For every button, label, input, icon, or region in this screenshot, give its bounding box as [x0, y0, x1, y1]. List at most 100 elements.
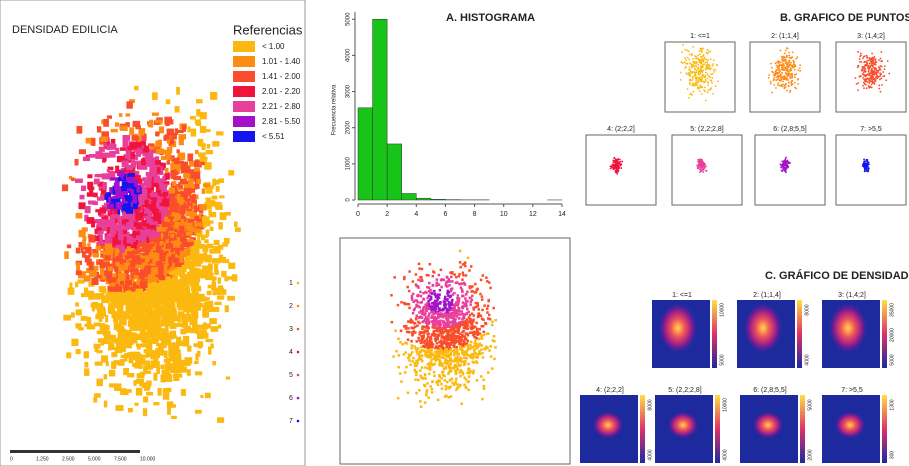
center-map-point — [433, 331, 436, 334]
map-block — [186, 232, 193, 236]
map-block — [187, 369, 191, 376]
panel-point — [712, 65, 714, 67]
center-map-point — [446, 381, 449, 384]
center-map-point — [480, 325, 483, 328]
center-map-point — [481, 295, 484, 298]
map-block — [163, 394, 170, 400]
center-map-point — [427, 346, 430, 349]
center-map-point — [444, 395, 447, 398]
center-map-point — [480, 315, 483, 318]
panel-point — [873, 73, 875, 75]
map-block — [147, 256, 150, 262]
map-block — [137, 344, 141, 350]
panel-point — [692, 83, 694, 85]
panel-point — [705, 79, 707, 81]
map-block — [145, 153, 151, 160]
map-block — [93, 253, 99, 257]
map-block — [116, 405, 124, 411]
map-block — [133, 196, 137, 202]
map-block — [153, 328, 157, 334]
center-map-point — [439, 302, 442, 305]
map-block — [89, 188, 93, 193]
center-map-point — [491, 367, 494, 370]
panel-point — [788, 55, 790, 57]
center-map-point — [459, 250, 462, 253]
map-block — [115, 166, 119, 174]
panel-point — [613, 157, 615, 159]
map-block — [99, 219, 105, 224]
center-map-point — [456, 299, 459, 302]
legend-label: < 1.00 — [262, 42, 285, 51]
map-block — [155, 156, 159, 160]
map-block — [103, 225, 107, 231]
map-block — [200, 395, 203, 398]
map-block — [114, 214, 121, 218]
map-block — [207, 144, 210, 149]
center-map-point — [456, 356, 459, 359]
panel-point — [876, 76, 878, 78]
center-map-point — [453, 273, 456, 276]
map-block — [121, 297, 125, 305]
map-block — [109, 151, 115, 158]
center-map-point — [472, 318, 475, 321]
map-block — [110, 217, 113, 222]
panel-point — [702, 64, 704, 66]
map-block — [107, 204, 114, 209]
center-map-point — [429, 341, 432, 344]
panel-point — [878, 76, 880, 78]
center-map-point — [452, 293, 455, 296]
map-block — [143, 408, 147, 416]
center-map-point — [475, 360, 478, 363]
map-block — [222, 242, 228, 246]
panel-point — [782, 78, 784, 80]
panel-point — [691, 85, 693, 87]
center-map-point — [436, 278, 439, 281]
map-block — [102, 153, 110, 158]
center-map-point — [392, 355, 395, 358]
map-block — [187, 239, 194, 242]
panel-point — [775, 76, 777, 78]
center-map-point — [431, 381, 434, 384]
map-block — [166, 388, 171, 392]
map-block — [195, 304, 201, 311]
center-map-point — [462, 305, 465, 308]
map-block — [156, 201, 160, 207]
center-map-point — [460, 403, 463, 406]
center-map-point — [489, 345, 492, 348]
panel-point — [705, 75, 707, 77]
map-block — [155, 308, 160, 315]
map-block — [198, 152, 206, 156]
center-map-point — [465, 352, 468, 355]
center-map-point — [437, 302, 440, 305]
map-block — [127, 255, 133, 258]
panel-point — [781, 72, 783, 74]
y-tick-label: 2000 — [346, 120, 352, 134]
center-map-point — [431, 314, 434, 317]
panel-point — [884, 65, 886, 67]
map-block — [113, 298, 119, 305]
center-map-point — [432, 270, 435, 273]
panel-point — [777, 84, 779, 86]
panel-point — [617, 166, 619, 168]
center-map-point — [412, 312, 415, 315]
legend-title: Referencias — [233, 22, 303, 37]
center-map-point — [488, 314, 491, 317]
panel-point — [707, 84, 709, 86]
center-map-point — [470, 341, 473, 344]
map-block — [95, 151, 102, 159]
center-map-point — [450, 276, 453, 279]
panel-point — [770, 81, 772, 83]
map-block — [118, 235, 124, 240]
map-block — [89, 262, 94, 270]
map-block — [166, 99, 171, 104]
center-map-point — [437, 399, 440, 402]
map-block — [187, 153, 193, 161]
map-block — [217, 417, 224, 422]
map-block — [139, 235, 147, 241]
center-map-point — [440, 269, 443, 272]
y-tick-label: 1000 — [346, 157, 352, 171]
map-block — [105, 236, 112, 244]
panel-point — [869, 86, 871, 88]
panel-point — [700, 81, 702, 83]
center-map-point — [474, 353, 477, 356]
